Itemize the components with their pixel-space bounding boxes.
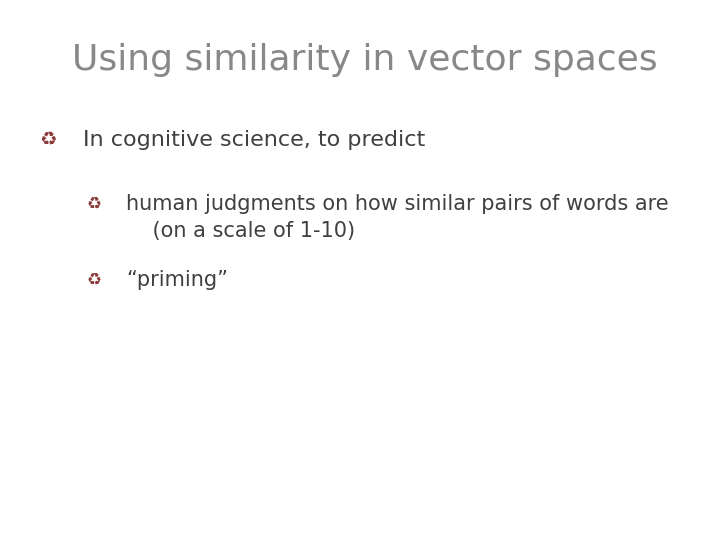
Text: In cognitive science, to predict: In cognitive science, to predict (83, 130, 425, 150)
Text: “priming”: “priming” (126, 270, 228, 290)
Text: ♻: ♻ (40, 130, 57, 148)
Text: ♻: ♻ (86, 270, 102, 288)
Text: ♻: ♻ (86, 194, 102, 212)
Text: Using similarity in vector spaces: Using similarity in vector spaces (72, 43, 657, 77)
Text: human judgments on how similar pairs of words are
    (on a scale of 1-10): human judgments on how similar pairs of … (126, 194, 669, 241)
